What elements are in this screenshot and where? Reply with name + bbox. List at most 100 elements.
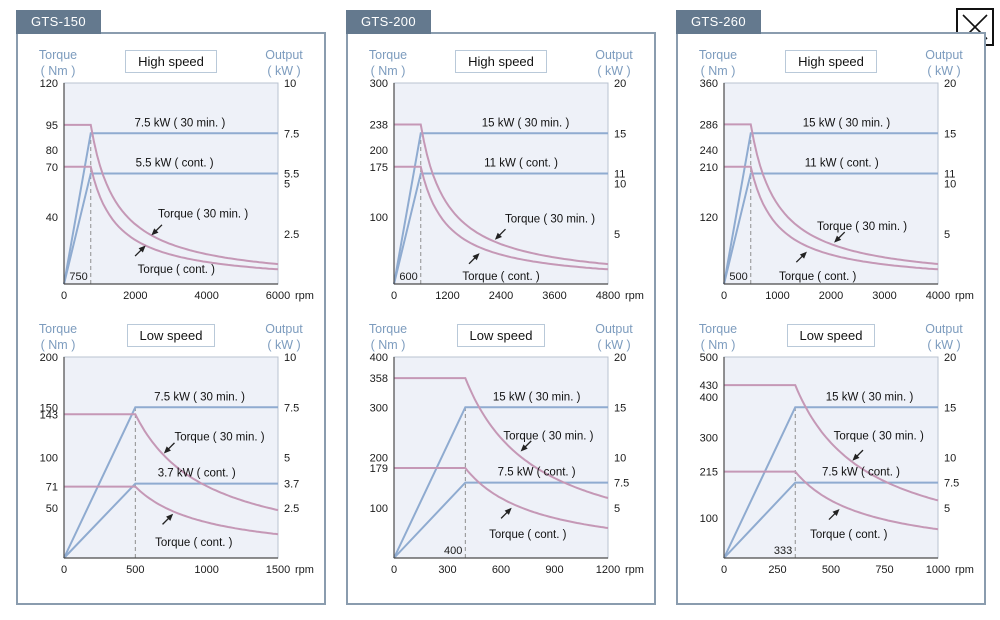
chart-header: Torque( Nm ) High speed Output( kW ): [348, 34, 654, 78]
chart-header: Torque( Nm ) Low speed Output( kW ): [348, 308, 654, 352]
svg-text:Torque ( cont. ): Torque ( cont. ): [489, 529, 567, 541]
svg-text:238: 238: [370, 120, 388, 132]
svg-text:3000: 3000: [872, 290, 896, 302]
svg-text:1200: 1200: [596, 564, 620, 576]
svg-text:2000: 2000: [819, 290, 843, 302]
svg-text:Torque ( 30 min. ): Torque ( 30 min. ): [834, 430, 924, 442]
svg-text:0: 0: [61, 564, 67, 576]
svg-text:400: 400: [370, 352, 388, 364]
svg-text:6000: 6000: [266, 290, 290, 302]
svg-text:143: 143: [40, 409, 58, 421]
left-axis-title: Torque( Nm ): [368, 322, 408, 353]
svg-text:Torque ( cont. ): Torque ( cont. ): [462, 271, 540, 283]
right-axis-title: Output( kW ): [595, 48, 633, 79]
svg-text:rpm: rpm: [955, 564, 974, 576]
svg-text:750: 750: [875, 564, 893, 576]
svg-text:rpm: rpm: [955, 290, 974, 302]
svg-text:rpm: rpm: [295, 564, 314, 576]
svg-text:200: 200: [370, 453, 388, 465]
svg-text:Torque ( cont. ): Torque ( cont. ): [779, 271, 857, 283]
svg-text:1000: 1000: [765, 290, 789, 302]
svg-text:500: 500: [822, 564, 840, 576]
svg-text:5: 5: [284, 453, 290, 465]
chart-header: Torque( Nm ) High speed Output( kW ): [678, 34, 984, 78]
svg-text:0: 0: [721, 564, 727, 576]
svg-text:20: 20: [944, 78, 956, 90]
svg-text:300: 300: [370, 402, 388, 414]
svg-text:600: 600: [399, 271, 417, 283]
svg-text:100: 100: [370, 503, 388, 515]
svg-text:40: 40: [46, 212, 58, 224]
svg-text:71: 71: [46, 482, 58, 494]
svg-text:11: 11: [614, 168, 625, 180]
svg-text:358: 358: [370, 373, 388, 385]
svg-text:333: 333: [774, 545, 792, 557]
right-axis-title: Output( kW ): [595, 322, 633, 353]
svg-text:5: 5: [944, 229, 950, 241]
svg-text:80: 80: [46, 145, 58, 157]
svg-text:500: 500: [729, 271, 747, 283]
chart-gts-150-high: 120 95 80 70 40 10 7.5 5.55 2.5 0 2000 4000 6000 rpm 7…: [40, 78, 314, 302]
right-axis-title: Output( kW ): [265, 322, 303, 353]
svg-text:0: 0: [391, 564, 397, 576]
svg-text:3.7: 3.7: [284, 479, 299, 491]
speed-mode-label: Low speed: [456, 324, 546, 347]
svg-text:7.5: 7.5: [284, 128, 299, 140]
svg-text:3.7 kW ( cont. ): 3.7 kW ( cont. ): [158, 468, 236, 480]
svg-text:10: 10: [284, 78, 296, 90]
svg-text:0: 0: [721, 290, 727, 302]
svg-text:240: 240: [700, 145, 718, 157]
svg-text:2000: 2000: [123, 290, 147, 302]
left-axis-title: Torque( Nm ): [368, 48, 408, 79]
svg-text:15 kW ( 30 min. ): 15 kW ( 30 min. ): [482, 117, 570, 129]
speed-mode-label: High speed: [455, 50, 547, 73]
svg-text:Torque ( cont. ): Torque ( cont. ): [138, 264, 216, 276]
svg-text:10: 10: [944, 453, 956, 465]
svg-text:7.5: 7.5: [614, 478, 629, 490]
svg-text:Torque ( cont. ): Torque ( cont. ): [810, 529, 888, 541]
svg-text:Torque ( 30 min. ): Torque ( 30 min. ): [817, 221, 907, 233]
svg-text:Torque ( cont. ): Torque ( cont. ): [155, 537, 233, 549]
svg-text:Torque ( 30 min. ): Torque ( 30 min. ): [505, 213, 595, 225]
svg-text:7.5 kW ( 30 min. ): 7.5 kW ( 30 min. ): [154, 391, 245, 403]
right-axis-title: Output( kW ): [925, 322, 963, 353]
svg-text:5: 5: [944, 503, 950, 515]
svg-text:286: 286: [700, 119, 718, 131]
svg-text:15: 15: [614, 402, 626, 414]
chart-header: Torque( Nm ) Low speed Output( kW ): [18, 308, 324, 352]
left-axis-title: Torque( Nm ): [698, 322, 738, 353]
svg-text:70: 70: [46, 162, 58, 174]
svg-text:15: 15: [614, 128, 626, 140]
svg-text:120: 120: [700, 212, 718, 224]
svg-text:10: 10: [944, 179, 956, 191]
left-axis-title: Torque( Nm ): [38, 48, 78, 79]
right-axis-title: Output( kW ): [265, 48, 303, 79]
svg-text:100: 100: [40, 453, 58, 465]
svg-text:7.5 kW ( 30 min. ): 7.5 kW ( 30 min. ): [135, 117, 226, 129]
svg-text:150: 150: [40, 402, 58, 414]
svg-text:5: 5: [284, 179, 290, 191]
speed-mode-label: High speed: [125, 50, 217, 73]
svg-text:5: 5: [614, 503, 620, 515]
svg-text:rpm: rpm: [625, 290, 644, 302]
left-axis-title: Torque( Nm ): [38, 322, 78, 353]
svg-text:rpm: rpm: [625, 564, 644, 576]
svg-text:1200: 1200: [435, 290, 459, 302]
svg-text:215: 215: [700, 467, 718, 479]
svg-text:5.5 kW ( cont. ): 5.5 kW ( cont. ): [136, 157, 214, 169]
svg-text:900: 900: [545, 564, 563, 576]
svg-text:400: 400: [700, 392, 718, 404]
svg-text:10: 10: [284, 352, 296, 364]
svg-text:4000: 4000: [926, 290, 950, 302]
svg-text:20: 20: [614, 78, 626, 90]
svg-text:95: 95: [46, 120, 58, 132]
svg-text:15: 15: [944, 128, 956, 140]
svg-text:4000: 4000: [194, 290, 218, 302]
svg-text:20: 20: [944, 352, 956, 364]
svg-text:1500: 1500: [266, 564, 290, 576]
svg-text:15 kW ( 30 min. ): 15 kW ( 30 min. ): [803, 117, 891, 129]
